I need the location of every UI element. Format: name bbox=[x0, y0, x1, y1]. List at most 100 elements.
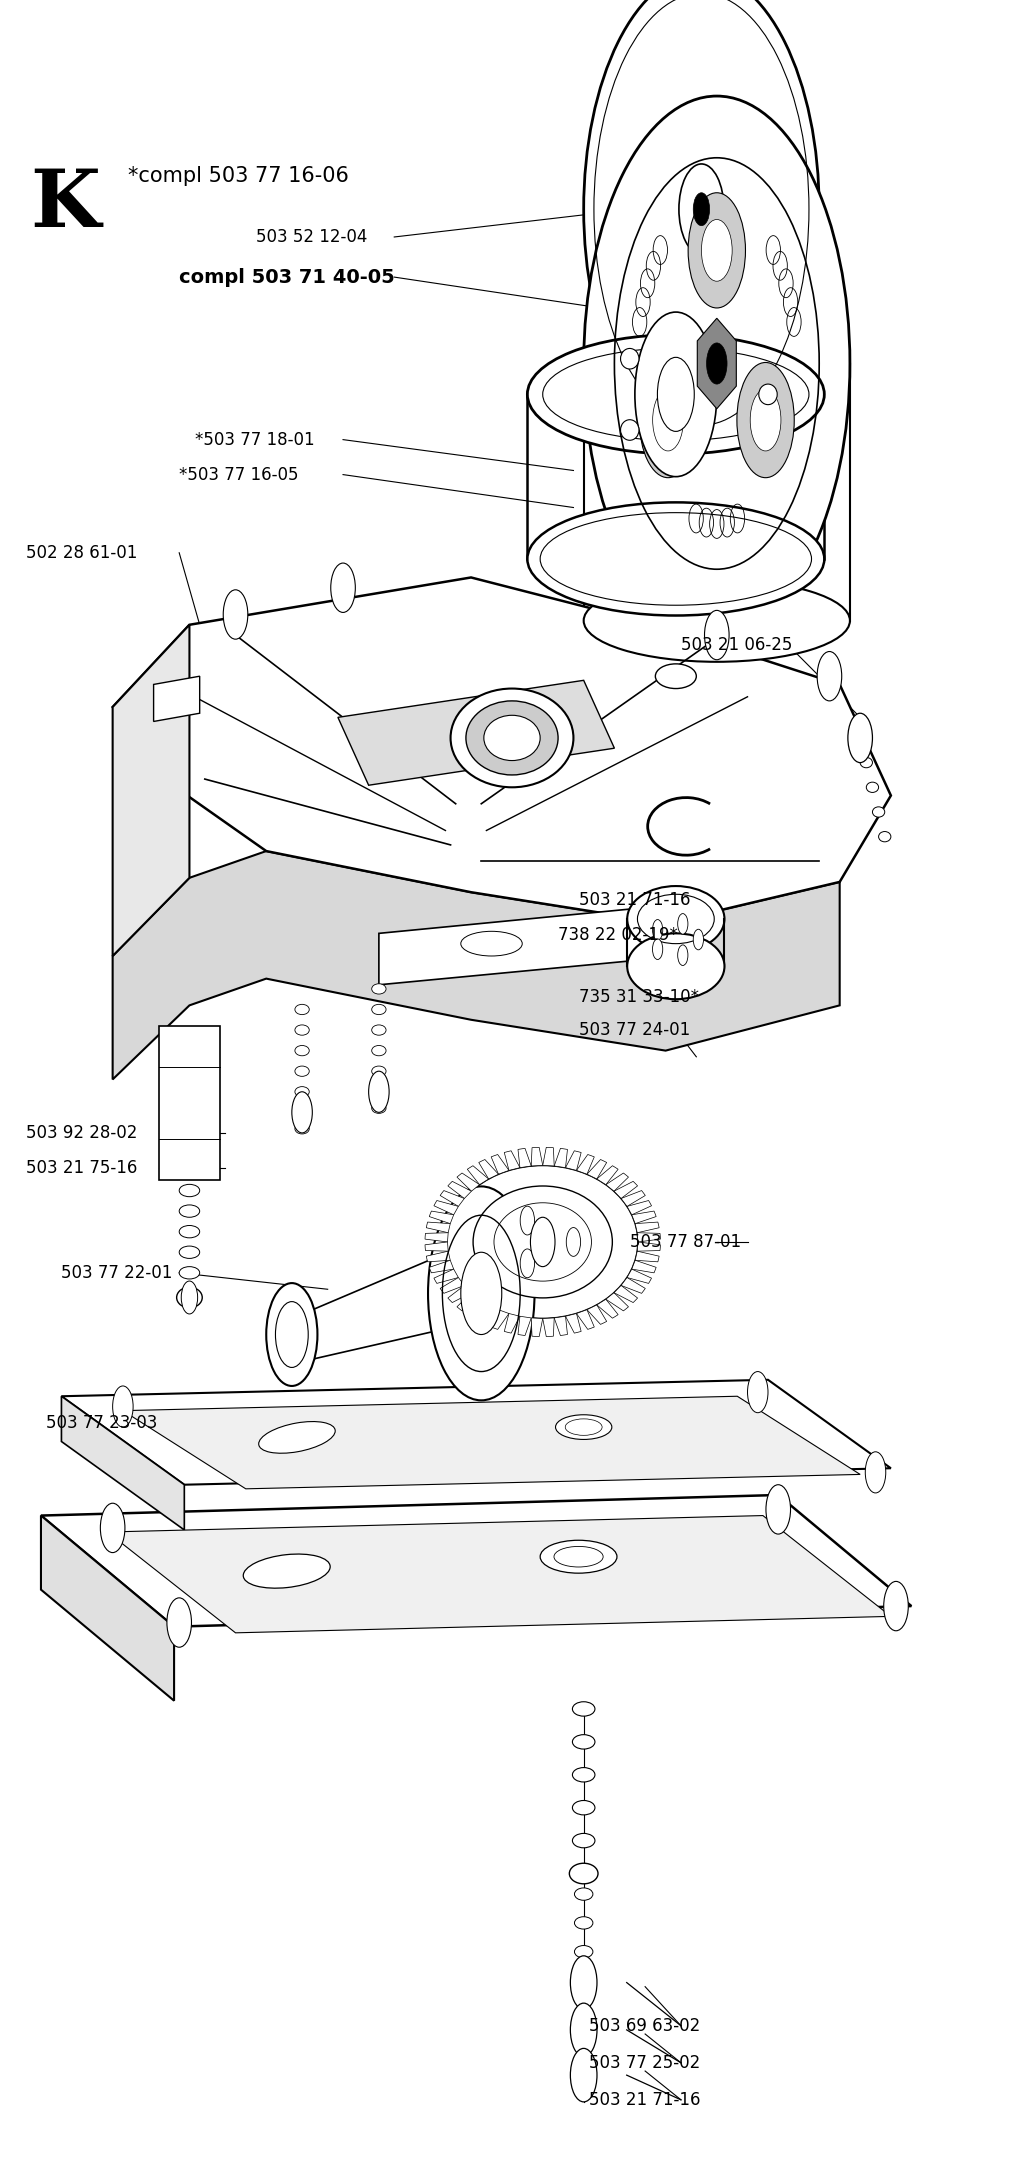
Polygon shape bbox=[379, 906, 660, 984]
Text: 503 77 24-01: 503 77 24-01 bbox=[579, 1021, 690, 1039]
Ellipse shape bbox=[473, 1187, 612, 1298]
Circle shape bbox=[707, 342, 727, 383]
Ellipse shape bbox=[179, 1268, 200, 1278]
Polygon shape bbox=[113, 577, 891, 923]
Polygon shape bbox=[622, 1191, 645, 1207]
Ellipse shape bbox=[655, 664, 696, 688]
Circle shape bbox=[865, 1453, 886, 1492]
Polygon shape bbox=[531, 1318, 543, 1337]
Ellipse shape bbox=[372, 1026, 386, 1035]
Ellipse shape bbox=[759, 383, 777, 405]
Circle shape bbox=[766, 1485, 791, 1533]
Circle shape bbox=[570, 1956, 597, 2010]
Polygon shape bbox=[543, 1148, 554, 1165]
Polygon shape bbox=[632, 1211, 656, 1224]
Circle shape bbox=[167, 1599, 191, 1647]
Polygon shape bbox=[614, 1180, 638, 1198]
Polygon shape bbox=[467, 1300, 488, 1318]
Ellipse shape bbox=[372, 1065, 386, 1076]
Circle shape bbox=[223, 590, 248, 638]
Ellipse shape bbox=[295, 1087, 309, 1098]
Ellipse shape bbox=[372, 984, 386, 993]
Circle shape bbox=[748, 1372, 768, 1414]
Polygon shape bbox=[440, 1191, 464, 1207]
Ellipse shape bbox=[527, 503, 824, 616]
Polygon shape bbox=[606, 1294, 629, 1311]
Polygon shape bbox=[41, 1494, 911, 1627]
Polygon shape bbox=[429, 1211, 454, 1224]
Polygon shape bbox=[587, 1305, 606, 1324]
Polygon shape bbox=[447, 1285, 471, 1302]
Polygon shape bbox=[565, 1150, 582, 1170]
Circle shape bbox=[570, 2004, 597, 2056]
Polygon shape bbox=[632, 1261, 656, 1272]
Polygon shape bbox=[518, 1316, 531, 1335]
Circle shape bbox=[688, 192, 745, 307]
Ellipse shape bbox=[572, 1734, 595, 1749]
Polygon shape bbox=[587, 1159, 606, 1178]
Polygon shape bbox=[614, 1285, 638, 1302]
Polygon shape bbox=[434, 1270, 459, 1283]
Ellipse shape bbox=[572, 1769, 595, 1782]
Polygon shape bbox=[425, 1233, 449, 1241]
Circle shape bbox=[113, 1385, 133, 1427]
Polygon shape bbox=[429, 1261, 454, 1272]
Ellipse shape bbox=[244, 1555, 330, 1588]
Polygon shape bbox=[123, 1396, 860, 1490]
Polygon shape bbox=[627, 1200, 651, 1215]
Circle shape bbox=[751, 390, 781, 451]
Polygon shape bbox=[338, 680, 614, 786]
Ellipse shape bbox=[372, 1004, 386, 1015]
Text: 738 22 02-19*: 738 22 02-19* bbox=[558, 926, 678, 945]
Ellipse shape bbox=[574, 1973, 593, 1986]
Polygon shape bbox=[467, 1165, 488, 1185]
Text: 503 21 75-16: 503 21 75-16 bbox=[26, 1159, 137, 1176]
Polygon shape bbox=[637, 1241, 660, 1250]
Circle shape bbox=[369, 1072, 389, 1113]
Circle shape bbox=[848, 712, 872, 762]
Text: 503 52 12-04: 503 52 12-04 bbox=[256, 229, 368, 246]
Polygon shape bbox=[457, 1294, 479, 1311]
Ellipse shape bbox=[372, 1102, 386, 1113]
Polygon shape bbox=[627, 1270, 651, 1283]
Ellipse shape bbox=[584, 409, 819, 462]
Polygon shape bbox=[426, 1250, 451, 1261]
Text: 503 77 25-02: 503 77 25-02 bbox=[589, 2054, 700, 2071]
Ellipse shape bbox=[572, 1701, 595, 1716]
Polygon shape bbox=[479, 1305, 499, 1324]
Ellipse shape bbox=[179, 1246, 200, 1259]
Ellipse shape bbox=[574, 1917, 593, 1930]
Circle shape bbox=[584, 96, 850, 632]
Polygon shape bbox=[41, 1516, 174, 1701]
Circle shape bbox=[652, 390, 683, 451]
Ellipse shape bbox=[295, 1065, 309, 1076]
Polygon shape bbox=[577, 1309, 594, 1329]
Text: 503 77 87-01: 503 77 87-01 bbox=[630, 1233, 741, 1250]
Circle shape bbox=[331, 564, 355, 612]
Polygon shape bbox=[108, 1516, 891, 1634]
Ellipse shape bbox=[860, 758, 872, 769]
Polygon shape bbox=[635, 1222, 659, 1233]
Circle shape bbox=[639, 362, 696, 477]
Polygon shape bbox=[426, 1222, 451, 1233]
Circle shape bbox=[652, 919, 663, 941]
Text: K: K bbox=[31, 166, 100, 244]
Ellipse shape bbox=[447, 1165, 638, 1318]
Circle shape bbox=[884, 1581, 908, 1631]
Polygon shape bbox=[597, 1300, 618, 1318]
Text: 503 21 71-16: 503 21 71-16 bbox=[589, 2091, 700, 2108]
Text: compl 503 71 40-05: compl 503 71 40-05 bbox=[179, 268, 395, 287]
Text: *compl 503 77 16-06: *compl 503 77 16-06 bbox=[128, 166, 349, 185]
Circle shape bbox=[100, 1503, 125, 1553]
Ellipse shape bbox=[569, 1862, 598, 1884]
Circle shape bbox=[292, 1091, 312, 1133]
Ellipse shape bbox=[176, 1287, 203, 1307]
Ellipse shape bbox=[879, 832, 891, 843]
Circle shape bbox=[693, 930, 703, 950]
Ellipse shape bbox=[621, 420, 639, 440]
Text: 503 77 23-03: 503 77 23-03 bbox=[46, 1414, 158, 1431]
Circle shape bbox=[701, 220, 732, 281]
Polygon shape bbox=[457, 1174, 479, 1191]
Circle shape bbox=[266, 1283, 317, 1385]
Polygon shape bbox=[697, 318, 736, 409]
